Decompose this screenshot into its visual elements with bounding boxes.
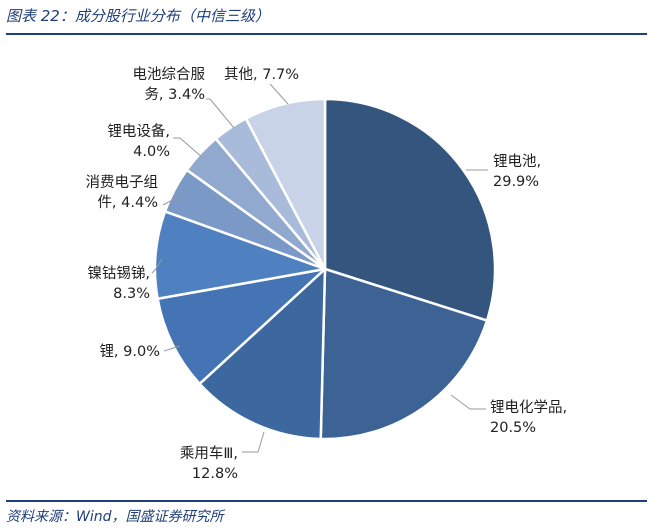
slice-label: 其他, 7.7% — [224, 66, 299, 83]
slice-label-line: 其他, 7.7% — [224, 66, 299, 83]
slice-label-line: 锂电化学品, — [490, 399, 567, 416]
slice-label-line: 务, 3.4% — [144, 86, 205, 103]
label-leader-line — [151, 258, 163, 274]
slice-label-line: 电池综合服 — [133, 66, 206, 83]
slice-label: 乘用车Ⅲ, 12.8% — [180, 445, 238, 482]
slice-label: 消费电子组件, 4.4% — [86, 174, 159, 211]
slice-label: 锂, 9.0% — [99, 343, 160, 360]
slice-label-line: 镍钴锡锑, — [87, 265, 150, 282]
source-note: 资料来源：Wind，国盛证券研究所 — [6, 509, 224, 525]
slice-label: 锂电化学品, 20.5% — [490, 399, 567, 436]
label-leader-line — [269, 83, 289, 105]
label-leader-line — [450, 394, 486, 410]
slice-label-line: 8.3% — [113, 286, 150, 302]
slice-label-line: 12.8% — [192, 466, 238, 482]
slice-label-line: 消费电子组 — [86, 174, 159, 191]
slice-label-line: 29.9% — [493, 174, 539, 190]
slice-label-line: 乘用车Ⅲ, — [180, 445, 238, 462]
figure-title: 图表 22：成分股行业分布（中信三级） — [6, 7, 270, 25]
source-rule — [6, 500, 647, 502]
title-rule — [6, 33, 647, 35]
label-leader-line — [173, 137, 204, 159]
pie-slice — [156, 267, 327, 386]
slice-label-line: 件, 4.4% — [97, 194, 158, 211]
pie-slice — [244, 97, 327, 271]
label-leader-line — [163, 345, 181, 352]
slice-label-line: 20.5% — [490, 420, 536, 436]
slice-label-line: 4.0% — [133, 144, 170, 160]
label-leader-line — [162, 195, 181, 206]
pie-slices — [153, 97, 497, 441]
label-leader-line — [242, 431, 265, 453]
pie-slice — [319, 267, 489, 441]
slice-label: 锂电设备, 4.0% — [107, 123, 170, 160]
label-leader-line — [206, 98, 235, 129]
slice-label-line: 锂电设备, — [107, 123, 170, 140]
slice-label-line: 锂, 9.0% — [99, 343, 160, 360]
pie-slice — [323, 97, 497, 322]
pie-slice — [198, 267, 327, 441]
slice-label: 锂电池, 29.9% — [493, 153, 541, 190]
slice-label: 镍钴锡锑, 8.3% — [87, 265, 150, 302]
pie-slice — [153, 210, 327, 300]
slice-labels: 锂电池, 29.9% 锂电化学品, 20.5% 乘用车Ⅲ, 12.8% 锂, 9.0% 镍钴锡… — [86, 66, 568, 482]
slice-label-line: 锂电池, — [493, 153, 541, 170]
slice-label: 电池综合服务, 3.4% — [133, 66, 206, 103]
label-leader-lines — [151, 83, 488, 453]
